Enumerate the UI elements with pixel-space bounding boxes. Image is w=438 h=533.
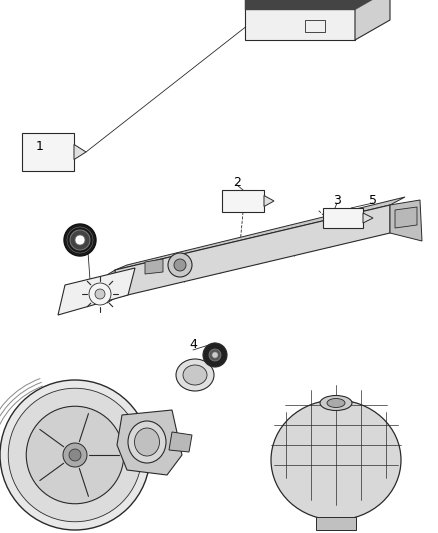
Polygon shape xyxy=(115,197,405,270)
Ellipse shape xyxy=(134,428,159,456)
Polygon shape xyxy=(145,259,163,274)
Ellipse shape xyxy=(176,359,214,391)
Polygon shape xyxy=(115,205,390,298)
Polygon shape xyxy=(395,207,417,228)
Polygon shape xyxy=(22,133,74,171)
Text: 3: 3 xyxy=(333,193,341,206)
Polygon shape xyxy=(245,0,355,40)
Text: 2: 2 xyxy=(233,175,241,189)
Polygon shape xyxy=(316,517,356,530)
Ellipse shape xyxy=(327,399,345,408)
Text: 1: 1 xyxy=(36,141,44,154)
Circle shape xyxy=(89,283,111,305)
Text: 5: 5 xyxy=(369,193,377,206)
Polygon shape xyxy=(58,268,135,315)
Ellipse shape xyxy=(8,388,142,522)
Ellipse shape xyxy=(0,380,150,530)
Polygon shape xyxy=(117,410,182,475)
Polygon shape xyxy=(323,208,363,228)
Circle shape xyxy=(95,289,105,299)
Polygon shape xyxy=(222,190,264,212)
Polygon shape xyxy=(363,213,373,223)
Ellipse shape xyxy=(271,400,401,520)
Circle shape xyxy=(69,449,81,461)
Polygon shape xyxy=(355,0,390,10)
Polygon shape xyxy=(264,196,274,206)
Polygon shape xyxy=(74,144,86,159)
Polygon shape xyxy=(390,200,422,241)
Ellipse shape xyxy=(128,421,166,463)
Circle shape xyxy=(174,259,186,271)
Circle shape xyxy=(64,224,96,256)
Ellipse shape xyxy=(26,406,124,504)
Circle shape xyxy=(212,352,218,358)
Polygon shape xyxy=(245,1,355,10)
Circle shape xyxy=(75,235,85,245)
Circle shape xyxy=(168,253,192,277)
Circle shape xyxy=(203,343,227,367)
Polygon shape xyxy=(169,432,192,452)
Ellipse shape xyxy=(183,365,207,385)
Polygon shape xyxy=(355,0,390,40)
Polygon shape xyxy=(107,270,115,303)
Ellipse shape xyxy=(320,395,352,410)
Text: 4: 4 xyxy=(189,338,197,351)
Circle shape xyxy=(70,230,90,250)
Circle shape xyxy=(63,443,87,467)
Circle shape xyxy=(209,349,221,361)
